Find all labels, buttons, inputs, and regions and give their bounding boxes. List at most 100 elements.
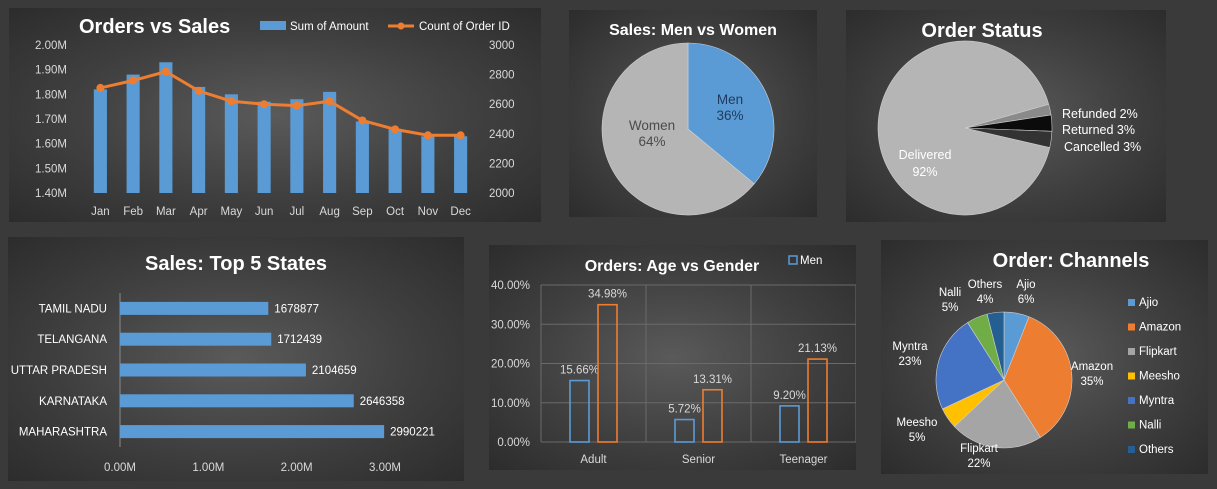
- slice-label-myntra: Myntra: [892, 341, 928, 353]
- slice-pct-men: 36%: [716, 108, 743, 123]
- legend-bar-label: Sum of Amount: [290, 21, 369, 33]
- point-mar: [161, 67, 170, 76]
- bar-may: [224, 94, 238, 193]
- y-right-tick: 3000: [489, 40, 515, 52]
- y-left-tick: 1.80M: [35, 89, 67, 101]
- data-label: 15.66%: [560, 365, 599, 377]
- category-label: TAMIL NADU: [39, 303, 107, 315]
- bar-senior-s1: [702, 388, 723, 443]
- bar-uttar-pradesh: [120, 363, 306, 377]
- y-tick: 0.00%: [497, 437, 530, 449]
- pie-slice-others: [986, 311, 1005, 381]
- value-label: 1678877: [274, 303, 319, 315]
- slice-label-flipkart: Flipkart: [960, 443, 999, 455]
- x-tick: Jan: [91, 206, 110, 218]
- slice-label-refunded: Refunded 2%: [1062, 107, 1138, 121]
- slice-label-others: Others: [968, 279, 1003, 291]
- bar-karnataka: [120, 394, 354, 408]
- y-right-tick: 2200: [489, 158, 515, 170]
- bar-jul: [290, 99, 304, 193]
- slice-label-men: Men: [717, 92, 743, 107]
- y-right-tick: 2400: [489, 129, 515, 141]
- data-label: 21.13%: [798, 343, 837, 355]
- slice-label-amazon: Amazon: [1071, 361, 1113, 373]
- bar-teenager-s1: [807, 358, 828, 443]
- y-left-tick: 1.60M: [35, 139, 67, 151]
- data-label: 5.72%: [668, 404, 701, 416]
- x-tick: 3.00M: [369, 462, 401, 474]
- bar-maharashtra: [120, 425, 385, 439]
- slice-label-women: Women: [629, 118, 675, 133]
- bar-nov: [421, 136, 435, 193]
- slice-label-ajio: Ajio: [1016, 279, 1035, 291]
- legend-swatch-nalli: [1128, 421, 1135, 429]
- y-right-tick: 2800: [489, 70, 515, 82]
- bar-teenager-s0: [779, 405, 800, 443]
- bar-adult-s1: [597, 303, 618, 443]
- point-aug: [325, 97, 334, 106]
- point-nov: [423, 131, 432, 140]
- x-tick: May: [221, 206, 243, 218]
- legend-label-myntra: Myntra: [1139, 395, 1175, 407]
- slice-pct-ajio: 6%: [1018, 294, 1035, 306]
- chart-title: Sales: Top 5 States: [145, 253, 327, 275]
- orders-vs-sales-chart: Orders vs Sales Sum of Amount Count of O…: [35, 16, 515, 218]
- category-label: MAHARASHTRA: [19, 427, 108, 439]
- bar-tamil-nadu: [120, 301, 269, 315]
- y-left-tick: 1.40M: [35, 188, 67, 200]
- bar-jan: [93, 89, 107, 193]
- age-vs-gender-panel: Orders: Age vs Gender Men 0.00% 10.00% 20.…: [489, 245, 856, 470]
- y-tick: 30.00%: [491, 319, 530, 331]
- legend-men-swatch: [788, 255, 798, 265]
- x-tick: 0.00M: [104, 462, 136, 474]
- y-tick: 40.00%: [491, 280, 530, 292]
- legend-swatch-meesho: [1128, 372, 1135, 380]
- pie-slice-delivered: [877, 40, 1051, 216]
- pie-slice-cancelled: [964, 127, 1053, 148]
- order-channels-panel: Order: Channels Ajio 6% Amazon 35% Flipkart 2…: [881, 240, 1208, 474]
- value-label: 1712439: [277, 334, 322, 346]
- slice-label-returned: Returned 3%: [1062, 123, 1135, 137]
- bar-jun: [257, 101, 271, 193]
- x-tick: Apr: [190, 206, 208, 218]
- value-label: 2990221: [390, 427, 435, 439]
- x-tick: Nov: [418, 206, 439, 218]
- legend-label-amazon: Amazon: [1139, 322, 1181, 334]
- y-left-tick: 2.00M: [35, 40, 67, 52]
- bar-aug: [323, 91, 337, 193]
- age-vs-gender-chart: Orders: Age vs Gender Men 0.00% 10.00% 20.…: [491, 255, 856, 466]
- slice-label-delivered: Delivered: [899, 148, 952, 162]
- point-may: [227, 97, 236, 106]
- y-tick: 10.00%: [491, 398, 530, 410]
- point-apr: [194, 86, 203, 95]
- bar-dec: [454, 136, 468, 193]
- point-jun: [260, 100, 269, 109]
- x-tick: Oct: [386, 206, 405, 218]
- x-tick: Sep: [352, 206, 372, 218]
- point-jan: [96, 83, 105, 92]
- orders-line: [100, 70, 461, 137]
- category-label: UTTAR PRADESH: [11, 365, 107, 377]
- y-left-tick: 1.70M: [35, 114, 67, 126]
- bar-senior-s0: [674, 418, 695, 443]
- legend-label-nalli: Nalli: [1139, 420, 1161, 432]
- data-label: 34.98%: [588, 289, 627, 301]
- x-tick: Adult: [580, 454, 607, 466]
- legend-line-marker: [397, 22, 405, 30]
- data-label: 9.20%: [773, 390, 806, 402]
- y-tick: 20.00%: [491, 359, 530, 371]
- value-label: 2646358: [360, 396, 405, 408]
- slice-pct-others: 4%: [977, 294, 994, 306]
- bar-oct: [388, 128, 402, 193]
- x-tick: Dec: [450, 206, 471, 218]
- point-oct: [391, 125, 400, 134]
- y-right-tick: 2600: [489, 99, 515, 111]
- legend-swatch-others: [1128, 446, 1135, 453]
- pie-slice-women: [601, 42, 755, 216]
- x-tick: Senior: [682, 454, 715, 466]
- top-states-chart: Sales: Top 5 States MAHARASHTRA 2990221 KA…: [11, 253, 435, 474]
- legend-men-label: Men: [800, 255, 822, 267]
- bar-telangana: [120, 332, 272, 346]
- legend-label-ajio: Ajio: [1139, 297, 1158, 309]
- category-label: KARNATAKA: [39, 396, 107, 408]
